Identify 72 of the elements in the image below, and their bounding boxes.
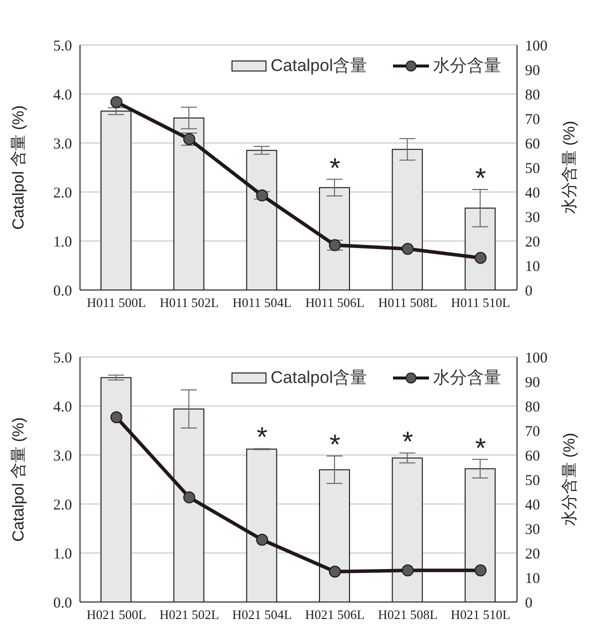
y-tick-label: 2.0 — [53, 497, 72, 514]
y2-tick-label: 70 — [525, 424, 540, 440]
x-tick-label: H011 510L — [451, 295, 510, 310]
point — [256, 534, 268, 546]
annotation: * — [402, 426, 414, 458]
y-tick-label: 0.0 — [53, 595, 72, 612]
y2-tick-label: 80 — [525, 399, 540, 416]
y2-tick-label: 90 — [525, 62, 540, 79]
legend-label: Catalpol含量 — [270, 55, 367, 77]
legend-label: Catalpol含量 — [270, 367, 367, 389]
x-tick-label: H011 504L — [232, 295, 292, 310]
x-tick-label: H021 504L — [232, 607, 292, 622]
y-tick-label: 5.0 — [53, 350, 72, 366]
point — [183, 133, 196, 146]
x-tick-label: H021 500L — [86, 607, 146, 622]
y-tick-label: 4.0 — [53, 399, 72, 416]
y2-tick-label: 10 — [525, 258, 540, 275]
y2-tick-label: 20 — [525, 234, 540, 250]
point — [183, 491, 196, 504]
y2-tick-label: 40 — [525, 185, 540, 202]
y-tick-label: 1.0 — [53, 546, 72, 562]
y2-tick-label: 50 — [525, 472, 540, 489]
point — [402, 242, 414, 255]
y2-axis-title: 水分含量 (%) — [560, 432, 579, 526]
x-tick-label: H011 508L — [378, 295, 438, 310]
annotation: * — [256, 422, 268, 453]
point — [328, 239, 341, 252]
y-tick-label: 3.0 — [53, 136, 72, 152]
annotation: * — [475, 162, 486, 194]
y2-tick-label: 100 — [525, 350, 548, 366]
y-tick-label: 3.0 — [53, 448, 72, 464]
point — [256, 189, 268, 202]
y-tick-label: 4.0 — [53, 87, 72, 104]
y2-tick-label: 30 — [525, 522, 540, 538]
y2-tick-label: 90 — [525, 374, 540, 391]
y-tick-label: 0.0 — [53, 283, 72, 300]
y2-tick-label: 20 — [525, 546, 540, 562]
y2-tick-label: 30 — [525, 210, 540, 226]
point — [110, 96, 122, 108]
x-tick-label: H021 506L — [305, 607, 365, 622]
legend-label: 水分含量 — [433, 367, 501, 389]
y-axis-title: Catalpol 含量 (%) — [10, 417, 28, 542]
y2-tick-label: 60 — [525, 448, 540, 464]
x-tick-label: H021 508L — [378, 607, 438, 622]
y2-tick-label: 0 — [525, 595, 532, 612]
y2-tick-label: 70 — [525, 112, 540, 128]
x-tick-label: H021 502L — [159, 607, 220, 622]
annotation: * — [475, 432, 486, 464]
legend-label: 水分含量 — [433, 55, 501, 77]
y2-tick-label: 10 — [525, 570, 540, 587]
point — [474, 564, 487, 576]
annotation: * — [329, 152, 340, 184]
y2-axis-title: 水分含量 (%) — [560, 120, 579, 214]
y2-tick-label: 100 — [525, 38, 548, 54]
y-tick-label: 2.0 — [53, 185, 72, 202]
point — [402, 564, 414, 576]
y2-tick-label: 40 — [525, 497, 540, 514]
x-tick-label: H011 500L — [86, 295, 146, 310]
y2-tick-label: 50 — [525, 160, 540, 177]
x-tick-label: H011 506L — [305, 295, 365, 310]
annotation: * — [329, 428, 340, 460]
point — [328, 566, 341, 578]
x-tick-label: H011 502L — [160, 295, 219, 310]
y-tick-label: 1.0 — [53, 234, 72, 250]
point — [110, 411, 122, 424]
y-tick-label: 5.0 — [53, 38, 72, 54]
y2-tick-label: 60 — [525, 136, 540, 152]
y-axis-title: Catalpol 含量 (%) — [10, 105, 28, 230]
point — [474, 252, 487, 264]
y2-tick-label: 80 — [525, 87, 540, 104]
x-tick-label: H021 510L — [450, 607, 510, 622]
y2-tick-label: 0 — [525, 283, 532, 300]
